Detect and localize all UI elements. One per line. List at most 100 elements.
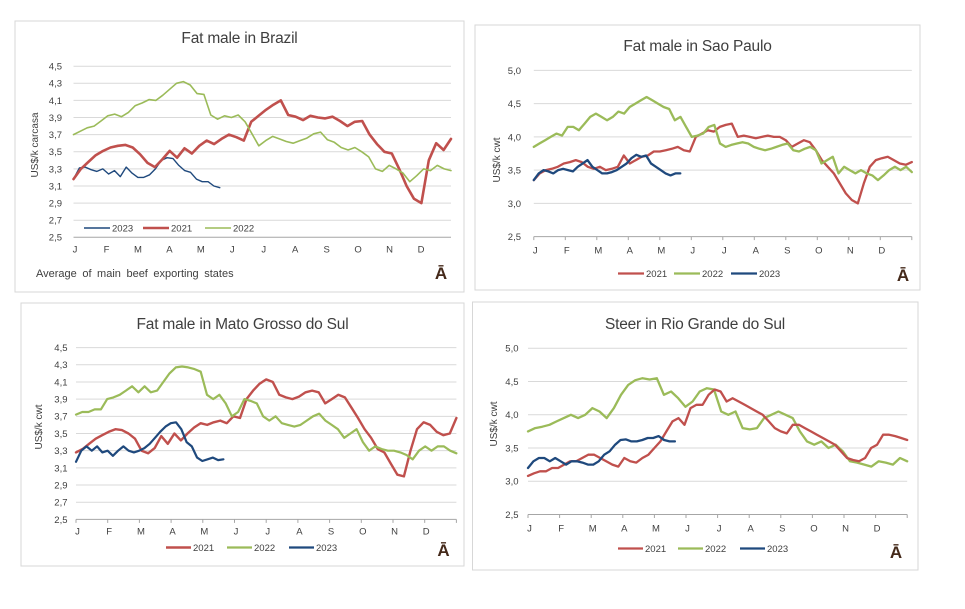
svg-text:A: A xyxy=(292,245,299,256)
svg-text:N: N xyxy=(847,246,854,257)
svg-text:D: D xyxy=(423,527,430,538)
svg-text:S: S xyxy=(324,245,330,256)
svg-text:2021: 2021 xyxy=(645,544,666,555)
svg-text:3,0: 3,0 xyxy=(508,199,521,210)
svg-text:D: D xyxy=(878,246,885,257)
svg-text:Ā: Ā xyxy=(435,264,447,283)
svg-text:A: A xyxy=(627,246,634,257)
svg-text:3,0: 3,0 xyxy=(505,477,518,488)
svg-text:O: O xyxy=(810,524,817,535)
svg-text:A: A xyxy=(621,524,628,535)
svg-text:J: J xyxy=(527,524,532,535)
svg-text:US$/k cwt: US$/k cwt xyxy=(34,404,45,449)
svg-text:Fat male in Mato Grosso do Sul: Fat male in Mato Grosso do Sul xyxy=(137,316,349,333)
svg-text:3,9: 3,9 xyxy=(49,113,62,124)
svg-text:5,0: 5,0 xyxy=(508,66,521,77)
svg-text:S: S xyxy=(779,524,785,535)
svg-text:2,7: 2,7 xyxy=(54,498,67,509)
svg-text:Fat male in Sao Paulo: Fat male in Sao Paulo xyxy=(623,38,771,55)
svg-text:Ā: Ā xyxy=(890,543,902,562)
svg-text:5,0: 5,0 xyxy=(505,344,518,355)
svg-text:4,5: 4,5 xyxy=(49,62,62,73)
svg-text:3,1: 3,1 xyxy=(54,463,67,474)
svg-text:M: M xyxy=(200,527,208,538)
svg-text:2023: 2023 xyxy=(759,269,780,280)
svg-text:3,9: 3,9 xyxy=(54,395,67,406)
svg-text:2,9: 2,9 xyxy=(54,480,67,491)
svg-text:2021: 2021 xyxy=(193,543,214,554)
svg-text:2,9: 2,9 xyxy=(49,198,62,209)
svg-text:2022: 2022 xyxy=(254,543,275,554)
svg-text:US$/k cwt: US$/k cwt xyxy=(492,137,503,182)
svg-text:J: J xyxy=(75,527,80,538)
svg-text:M: M xyxy=(652,524,660,535)
svg-text:F: F xyxy=(558,524,564,535)
svg-text:US$/k cwt: US$/k cwt xyxy=(489,401,500,446)
svg-text:Steer in Rio Grande do Sul: Steer in Rio Grande do Sul xyxy=(605,316,785,333)
svg-text:O: O xyxy=(815,246,822,257)
svg-text:S: S xyxy=(328,527,334,538)
svg-text:J: J xyxy=(230,245,235,256)
svg-text:M: M xyxy=(134,245,142,256)
svg-text:F: F xyxy=(104,245,110,256)
svg-text:4,5: 4,5 xyxy=(508,99,521,110)
svg-text:4,5: 4,5 xyxy=(54,343,67,354)
svg-text:4,0: 4,0 xyxy=(508,132,521,143)
svg-text:Average of main beef exporti: Average of main beef exporting states xyxy=(36,268,234,280)
svg-text:J: J xyxy=(234,527,239,538)
svg-text:2,5: 2,5 xyxy=(508,232,521,243)
svg-text:3,5: 3,5 xyxy=(508,166,521,177)
svg-text:A: A xyxy=(169,527,176,538)
svg-text:J: J xyxy=(73,245,78,256)
svg-text:Fat male in Brazil: Fat male in Brazil xyxy=(181,30,297,47)
svg-text:3,7: 3,7 xyxy=(49,130,62,141)
svg-text:J: J xyxy=(717,524,722,535)
svg-text:J: J xyxy=(265,527,270,538)
svg-text:3,5: 3,5 xyxy=(505,443,518,454)
svg-text:3,5: 3,5 xyxy=(49,147,62,158)
svg-text:J: J xyxy=(261,245,266,256)
svg-text:S: S xyxy=(784,246,790,257)
svg-text:2,5: 2,5 xyxy=(505,510,518,521)
svg-text:US$/k carcasa: US$/k carcasa xyxy=(30,112,41,177)
svg-text:2022: 2022 xyxy=(233,223,254,234)
svg-text:2023: 2023 xyxy=(112,223,133,234)
svg-text:4,1: 4,1 xyxy=(54,377,67,388)
svg-text:2022: 2022 xyxy=(705,544,726,555)
svg-text:A: A xyxy=(753,246,760,257)
svg-text:D: D xyxy=(418,245,425,256)
svg-text:3,1: 3,1 xyxy=(49,181,62,192)
svg-text:M: M xyxy=(657,246,665,257)
svg-text:3,3: 3,3 xyxy=(49,164,62,175)
svg-text:4,1: 4,1 xyxy=(49,96,62,107)
svg-text:Ā: Ā xyxy=(437,541,449,560)
svg-text:J: J xyxy=(685,524,690,535)
svg-text:M: M xyxy=(594,246,602,257)
svg-text:2023: 2023 xyxy=(316,543,337,554)
svg-text:A: A xyxy=(296,527,303,538)
svg-text:M: M xyxy=(589,524,597,535)
svg-text:3,3: 3,3 xyxy=(54,446,67,457)
svg-text:F: F xyxy=(106,527,112,538)
svg-text:D: D xyxy=(874,524,881,535)
svg-text:4,5: 4,5 xyxy=(505,377,518,388)
svg-text:4,3: 4,3 xyxy=(49,79,62,90)
svg-text:4,3: 4,3 xyxy=(54,360,67,371)
svg-text:O: O xyxy=(354,245,361,256)
svg-text:2,5: 2,5 xyxy=(49,233,62,244)
svg-text:M: M xyxy=(197,245,205,256)
svg-text:Ā: Ā xyxy=(897,266,909,285)
svg-text:2023: 2023 xyxy=(767,544,788,555)
svg-text:A: A xyxy=(166,245,173,256)
svg-text:N: N xyxy=(391,527,398,538)
svg-text:3,5: 3,5 xyxy=(54,429,67,440)
svg-text:J: J xyxy=(533,246,538,257)
svg-text:2021: 2021 xyxy=(646,269,667,280)
svg-text:2,5: 2,5 xyxy=(54,515,67,526)
svg-text:3,7: 3,7 xyxy=(54,412,67,423)
svg-text:M: M xyxy=(137,527,145,538)
svg-text:A: A xyxy=(748,524,755,535)
svg-text:2,7: 2,7 xyxy=(49,216,62,227)
svg-text:O: O xyxy=(359,527,366,538)
svg-text:N: N xyxy=(842,524,849,535)
